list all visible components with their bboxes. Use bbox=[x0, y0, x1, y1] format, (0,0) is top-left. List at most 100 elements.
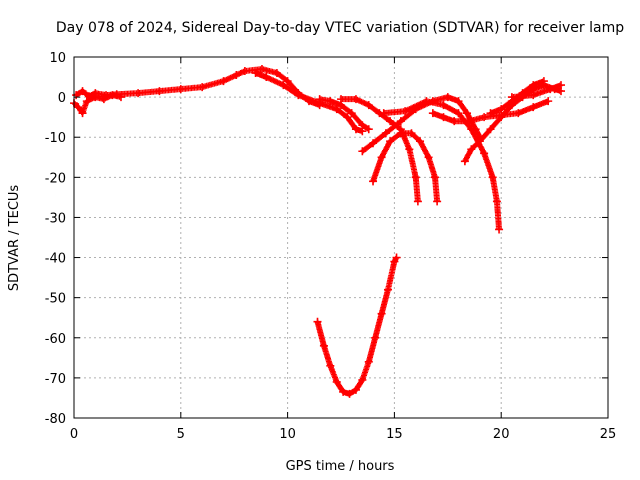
data-point bbox=[219, 77, 228, 86]
data-point bbox=[407, 129, 416, 138]
data-point bbox=[465, 117, 474, 126]
data-point bbox=[326, 361, 335, 370]
data-point bbox=[134, 89, 143, 98]
chart-title: Day 078 of 2024, Sidereal Day-to-day VTE… bbox=[56, 20, 624, 36]
x-tick-label: 0 bbox=[70, 427, 78, 442]
data-point bbox=[371, 333, 380, 342]
y-tick-label: -40 bbox=[45, 252, 66, 267]
data-point bbox=[529, 81, 538, 90]
data-point bbox=[514, 109, 523, 118]
data-point bbox=[495, 225, 504, 234]
data-point bbox=[454, 109, 463, 118]
data-point bbox=[486, 109, 495, 118]
y-tick-label: -30 bbox=[45, 211, 66, 226]
data-point bbox=[377, 309, 386, 318]
data-point bbox=[480, 113, 489, 122]
data-point bbox=[351, 385, 360, 394]
data-point bbox=[78, 109, 87, 118]
series-track-12 bbox=[507, 81, 566, 102]
series-track-6 bbox=[369, 129, 442, 206]
data-point bbox=[411, 173, 420, 182]
data-layer bbox=[70, 65, 566, 398]
data-point bbox=[351, 95, 360, 104]
data-point bbox=[416, 137, 425, 146]
plot-frame bbox=[73, 56, 609, 419]
data-point bbox=[386, 117, 395, 126]
data-point bbox=[279, 81, 288, 90]
data-point bbox=[155, 87, 164, 96]
data-point bbox=[99, 95, 108, 104]
x-tick-label: 25 bbox=[600, 427, 617, 442]
y-tick-label: 10 bbox=[49, 51, 66, 66]
data-point bbox=[347, 109, 356, 118]
data-point bbox=[557, 81, 566, 90]
y-ticks: -80 -70 -60 -50 -40 -30 -20 -10 0 10 bbox=[45, 51, 608, 427]
data-point bbox=[108, 91, 117, 100]
data-point bbox=[386, 137, 395, 146]
data-point bbox=[294, 91, 303, 100]
y-tick-label: -10 bbox=[45, 131, 66, 146]
data-point bbox=[240, 67, 249, 76]
data-point bbox=[343, 113, 352, 122]
data-point bbox=[272, 69, 281, 78]
series-track-13 bbox=[313, 253, 401, 398]
data-point bbox=[78, 87, 87, 96]
data-point bbox=[319, 341, 328, 350]
data-point bbox=[232, 71, 241, 80]
data-point bbox=[422, 97, 431, 106]
data-point bbox=[116, 93, 125, 102]
data-point bbox=[358, 147, 367, 156]
data-point bbox=[401, 107, 410, 116]
y-tick-label: -20 bbox=[45, 171, 66, 186]
x-tick-label: 5 bbox=[177, 427, 185, 442]
data-point bbox=[439, 101, 448, 110]
data-point bbox=[486, 125, 495, 134]
data-point bbox=[439, 113, 448, 122]
data-point bbox=[364, 101, 373, 110]
data-point bbox=[91, 93, 100, 102]
data-point bbox=[326, 97, 335, 106]
data-point bbox=[351, 125, 360, 134]
data-point bbox=[497, 113, 506, 122]
data-point bbox=[539, 77, 548, 86]
data-point bbox=[460, 157, 469, 166]
data-point bbox=[381, 129, 390, 138]
data-point bbox=[198, 83, 207, 92]
data-point bbox=[337, 95, 345, 104]
data-point bbox=[497, 105, 506, 114]
data-point bbox=[413, 197, 422, 206]
data-point bbox=[529, 103, 538, 112]
data-point bbox=[392, 253, 401, 262]
data-point bbox=[72, 91, 81, 100]
x-tick-label: 10 bbox=[279, 427, 296, 442]
data-point bbox=[377, 153, 386, 162]
data-point bbox=[454, 97, 463, 106]
data-point bbox=[475, 137, 484, 146]
y-tick-label: -60 bbox=[45, 332, 66, 347]
y-tick-label: -80 bbox=[45, 412, 66, 427]
series-track-4 bbox=[315, 95, 373, 134]
x-tick-label: 15 bbox=[386, 427, 403, 442]
data-point bbox=[257, 65, 266, 74]
series-track-7 bbox=[358, 93, 484, 156]
data-point bbox=[74, 103, 83, 112]
data-point bbox=[433, 197, 442, 206]
data-point bbox=[488, 173, 497, 182]
data-point bbox=[176, 85, 185, 94]
data-point bbox=[251, 69, 260, 78]
data-point bbox=[396, 129, 405, 138]
data-point bbox=[369, 139, 378, 148]
y-tick-label: -70 bbox=[45, 372, 66, 387]
data-point bbox=[507, 93, 516, 102]
data-point bbox=[405, 145, 414, 154]
data-point bbox=[339, 387, 348, 396]
data-point bbox=[390, 257, 399, 266]
data-point bbox=[443, 93, 452, 102]
data-point bbox=[463, 109, 472, 118]
data-point bbox=[428, 109, 437, 118]
data-point bbox=[450, 117, 459, 126]
data-point bbox=[529, 91, 538, 100]
series-track-9 bbox=[428, 97, 553, 126]
